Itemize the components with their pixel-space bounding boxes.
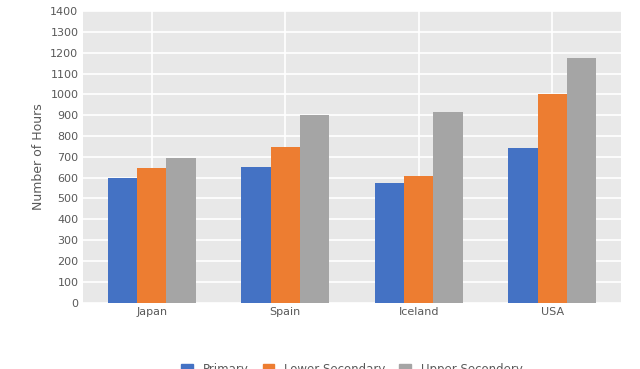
Bar — [374, 183, 404, 303]
Bar — [567, 58, 596, 303]
Bar — [108, 177, 137, 303]
Legend: Primary, Lower Secondary, Upper Secondery: Primary, Lower Secondary, Upper Seconder… — [177, 358, 527, 369]
Bar — [538, 94, 567, 303]
Bar — [508, 148, 538, 303]
Bar — [433, 112, 463, 303]
Bar — [271, 148, 300, 303]
Y-axis label: Number of Hours: Number of Hours — [31, 103, 45, 210]
Bar — [300, 115, 330, 303]
Bar — [241, 167, 271, 303]
Bar — [137, 168, 166, 303]
Bar — [404, 176, 433, 303]
Bar — [166, 158, 196, 303]
